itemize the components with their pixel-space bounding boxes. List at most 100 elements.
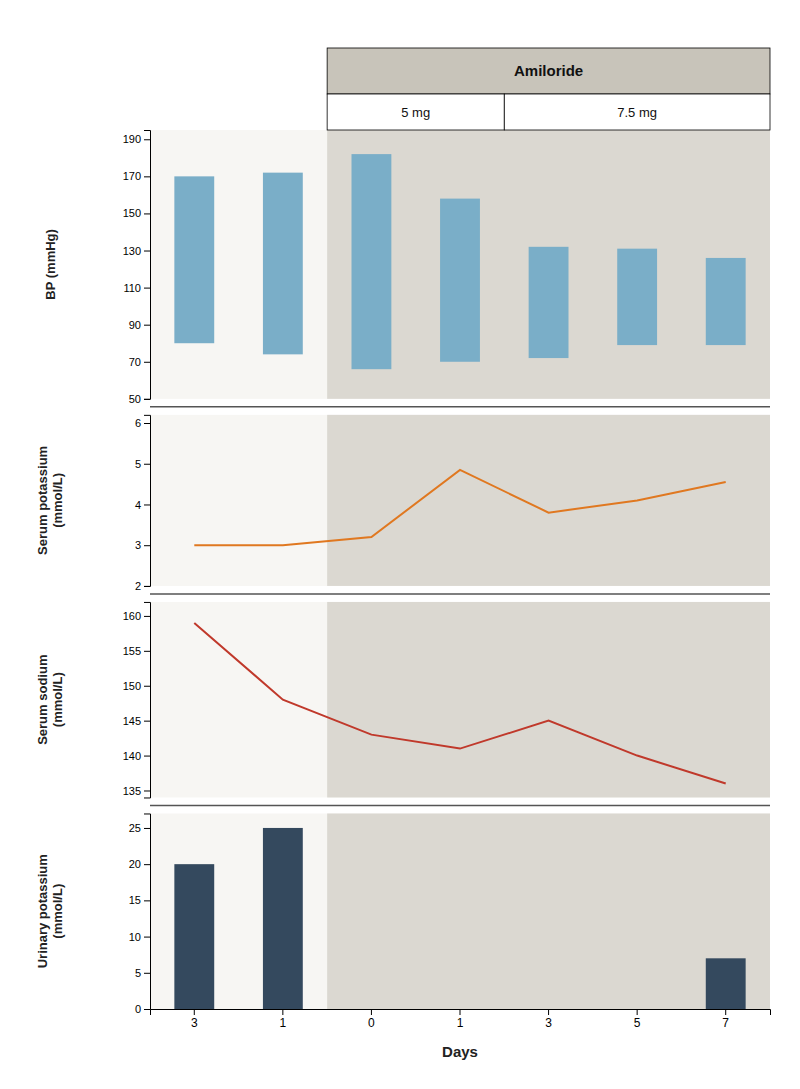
bar [440, 1009, 480, 1010]
tick-mark [144, 176, 150, 177]
tick-label: 150 [123, 680, 141, 692]
tick-mark [144, 288, 150, 289]
tick: 1 [280, 1009, 287, 1030]
tick: 5 [634, 1009, 641, 1030]
tick: 145 [123, 715, 150, 727]
tick: 0 [135, 1003, 150, 1015]
tick-mark [144, 900, 150, 901]
tick-label: 70 [129, 356, 141, 368]
tick-mark [144, 213, 150, 214]
tick: 6 [135, 417, 150, 429]
tick-label: 0 [368, 1016, 375, 1030]
tick-mark [144, 864, 150, 865]
tick: 90 [129, 319, 150, 331]
bar [440, 199, 480, 362]
tick-label: 5 [135, 967, 141, 979]
tick-mark [371, 1009, 372, 1015]
axis-line [144, 131, 151, 400]
tick-label: 4 [135, 498, 141, 510]
tick-label: 155 [123, 645, 141, 657]
tick: 20 [129, 858, 150, 870]
subheader-box [504, 94, 770, 130]
tick-mark [144, 423, 150, 424]
panel: 135140145150155160Serum sodium(mmol/L) [35, 602, 770, 798]
tick-label: 170 [123, 170, 141, 182]
tick: 3 [545, 1009, 552, 1030]
tick-label: 3 [545, 1016, 552, 1030]
tick-mark [725, 1009, 726, 1015]
tick: 5 [135, 458, 150, 470]
panel-separator [150, 593, 770, 595]
tick-label: 20 [129, 858, 141, 870]
tick: 25 [129, 822, 150, 834]
period-shading [327, 415, 770, 586]
tick-mark [144, 464, 150, 465]
bar [706, 258, 746, 345]
tick: 5 [135, 967, 150, 979]
line [194, 623, 725, 784]
tick-label: 5 [135, 458, 141, 470]
axis-line [144, 415, 151, 586]
y-axis: 0 5 10 15 20 25 [129, 814, 151, 1015]
bar [617, 1009, 657, 1010]
tick-mark [144, 586, 150, 587]
header-label: Amiloride [514, 62, 583, 79]
plot-background [150, 415, 770, 586]
tick-mark [144, 504, 150, 505]
tick-label: 150 [123, 207, 141, 219]
tick-mark [144, 251, 150, 252]
tick: 4 [135, 498, 150, 510]
tick: 1 [457, 1009, 464, 1030]
axis-line [144, 602, 151, 798]
tick-label: 110 [123, 282, 141, 294]
x-axis-label: Days [442, 1043, 478, 1060]
tick: 3 [135, 539, 150, 551]
period-shading [327, 130, 770, 399]
tick-label: 15 [129, 894, 141, 906]
tick-mark [144, 399, 150, 400]
tick: 140 [123, 750, 150, 762]
tick-label: 50 [129, 393, 141, 405]
tick-label: 25 [129, 822, 141, 834]
bar [352, 154, 392, 369]
header: Amiloride 5 mg 7.5 mg [327, 48, 770, 130]
marks [194, 623, 725, 784]
chart: 507090110130150170190BP (mmHg)23456Serum… [0, 0, 800, 1089]
marks [174, 828, 745, 1009]
panel: 2 3 4 5 6 Serum potassium(mmol/L) [35, 415, 770, 592]
tick-mark [144, 756, 150, 757]
tick: 70 [129, 356, 150, 368]
tick: 2 [135, 580, 150, 592]
tick-label: 10 [129, 931, 141, 943]
tick-mark [144, 721, 150, 722]
panel-separator [150, 406, 770, 408]
tick: 10 [129, 931, 150, 943]
tick-mark [194, 1009, 195, 1015]
y-axis-label: Serum sodium(mmol/L) [35, 655, 66, 745]
tick: 150 [123, 207, 150, 219]
tick: 15 [129, 894, 150, 906]
tick: 170 [123, 170, 150, 182]
period-shading [327, 813, 770, 1009]
tick: 0 [368, 1009, 375, 1030]
x-axis: 3101357 [151, 1009, 771, 1030]
subheader-label: 5 mg [401, 105, 430, 120]
tick: 155 [123, 645, 150, 657]
tick-mark [144, 973, 150, 974]
y-axis-label: Serum potassium(mmol/L) [35, 446, 66, 555]
tick-label: 6 [135, 417, 141, 429]
period-shading [327, 602, 770, 798]
y-axis: 2 3 4 5 6 [135, 415, 151, 592]
tick-mark [144, 1009, 150, 1010]
subheader-label: 7.5 mg [617, 105, 657, 120]
bar [706, 958, 746, 1009]
tick-label: 7 [722, 1016, 729, 1030]
y-axis-label: Urinary potassium(mmol/L) [35, 854, 66, 968]
tick-label: 1 [457, 1016, 464, 1030]
tick-mark [144, 362, 150, 363]
subheader-box [327, 94, 504, 130]
tick-label: 190 [123, 133, 141, 145]
tick-mark [144, 937, 150, 938]
tick: 50 [129, 393, 150, 405]
panel-separator [150, 805, 770, 807]
